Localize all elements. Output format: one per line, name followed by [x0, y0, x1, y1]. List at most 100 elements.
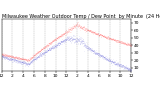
- Point: [47, 44, 50, 45]
- Point: [8, 55, 11, 56]
- Point: [108, 37, 110, 39]
- Point: [18, 57, 21, 58]
- Point: [66, 39, 68, 41]
- Point: [117, 41, 119, 43]
- Point: [15, 59, 17, 61]
- Point: [44, 50, 47, 51]
- Point: [51, 46, 54, 48]
- Point: [5, 54, 8, 56]
- Point: [72, 27, 74, 28]
- Point: [26, 59, 28, 61]
- Point: [85, 30, 88, 31]
- Point: [5, 56, 8, 58]
- Point: [105, 58, 108, 60]
- Point: [104, 57, 107, 59]
- Point: [52, 46, 55, 48]
- Point: [44, 54, 46, 55]
- Point: [104, 37, 107, 39]
- Point: [90, 50, 92, 51]
- Point: [50, 41, 52, 42]
- Point: [44, 46, 47, 48]
- Point: [68, 29, 70, 31]
- Point: [28, 59, 30, 60]
- Point: [48, 48, 51, 49]
- Point: [121, 41, 124, 43]
- Point: [2, 54, 5, 56]
- Point: [94, 33, 97, 35]
- Point: [67, 28, 70, 30]
- Point: [29, 61, 32, 62]
- Point: [55, 43, 58, 44]
- Point: [74, 25, 76, 27]
- Point: [68, 30, 71, 31]
- Point: [98, 54, 100, 55]
- Point: [88, 47, 90, 48]
- Point: [88, 48, 91, 50]
- Point: [116, 41, 119, 42]
- Point: [58, 35, 61, 37]
- Point: [94, 32, 97, 34]
- Point: [21, 61, 24, 63]
- Point: [16, 60, 18, 61]
- Point: [30, 57, 32, 59]
- Point: [109, 59, 111, 60]
- Point: [5, 58, 7, 59]
- Point: [55, 39, 57, 41]
- Point: [56, 43, 59, 44]
- Point: [58, 42, 61, 44]
- Point: [112, 61, 115, 62]
- Point: [111, 62, 113, 63]
- Point: [72, 27, 74, 28]
- Point: [129, 45, 132, 46]
- Point: [108, 60, 111, 62]
- Point: [85, 50, 88, 51]
- Point: [100, 54, 103, 56]
- Point: [12, 59, 14, 60]
- Point: [55, 44, 57, 45]
- Point: [96, 54, 99, 56]
- Point: [87, 30, 90, 32]
- Point: [52, 39, 55, 40]
- Point: [90, 31, 93, 33]
- Point: [90, 49, 93, 50]
- Point: [125, 44, 128, 46]
- Point: [1, 54, 4, 56]
- Point: [58, 44, 61, 46]
- Point: [80, 36, 82, 38]
- Point: [74, 24, 77, 26]
- Point: [110, 39, 113, 40]
- Point: [3, 54, 6, 55]
- Point: [25, 59, 28, 61]
- Point: [96, 54, 99, 55]
- Point: [59, 34, 62, 36]
- Point: [71, 28, 74, 29]
- Point: [52, 39, 55, 41]
- Point: [77, 25, 80, 26]
- Point: [90, 31, 93, 33]
- Point: [70, 38, 73, 39]
- Point: [16, 57, 19, 59]
- Point: [128, 44, 130, 45]
- Point: [36, 58, 38, 59]
- Point: [1, 53, 4, 54]
- Point: [112, 38, 115, 39]
- Point: [26, 63, 29, 64]
- Point: [23, 62, 25, 64]
- Point: [117, 63, 119, 65]
- Point: [115, 63, 118, 64]
- Point: [3, 54, 5, 56]
- Point: [58, 35, 61, 37]
- Point: [25, 58, 28, 60]
- Point: [65, 30, 67, 31]
- Point: [116, 64, 119, 65]
- Point: [85, 46, 88, 48]
- Point: [51, 41, 53, 42]
- Point: [102, 34, 105, 35]
- Point: [91, 31, 94, 33]
- Point: [35, 58, 38, 59]
- Point: [83, 29, 86, 31]
- Point: [67, 40, 69, 41]
- Point: [6, 55, 8, 57]
- Point: [19, 62, 22, 63]
- Point: [60, 41, 63, 42]
